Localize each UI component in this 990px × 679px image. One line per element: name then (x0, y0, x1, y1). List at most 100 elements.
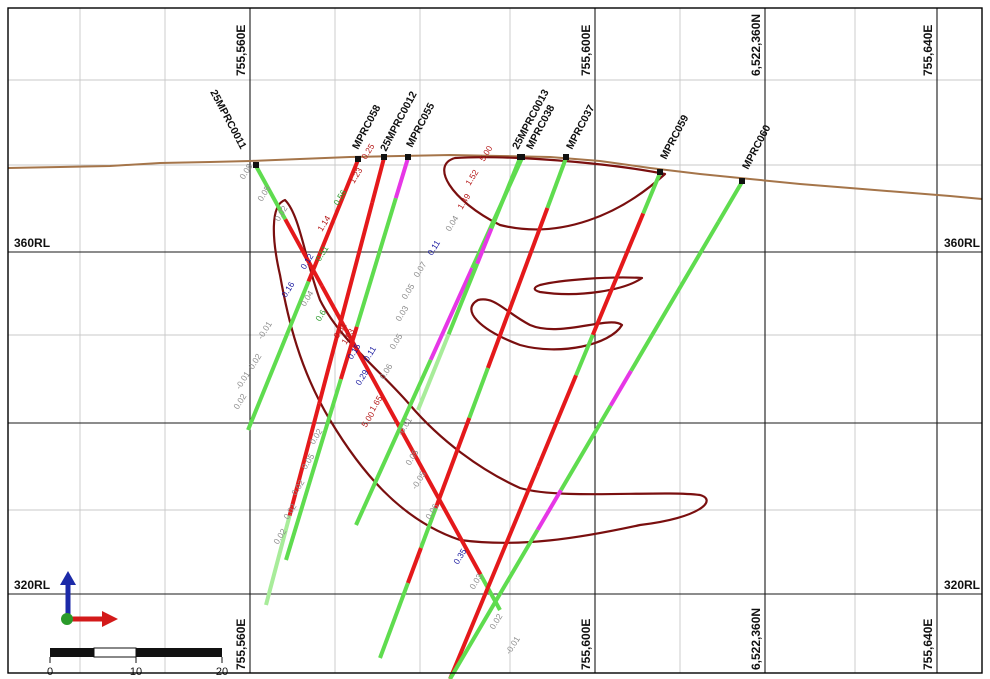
grade-interval (608, 369, 633, 407)
coordinate-grid (8, 8, 982, 673)
grade-interval (478, 573, 502, 611)
assay-value-label: 0.04 (443, 213, 460, 233)
assay-value-label: -0.01 (233, 369, 252, 391)
grade-interval (545, 157, 568, 209)
grade-interval (419, 507, 438, 549)
grade-interval (641, 172, 662, 215)
grade-interval (246, 280, 311, 431)
easting-label-top: 755,640E (921, 25, 935, 76)
topography-surface (7, 153, 983, 200)
assay-value-label: 0.11 (361, 344, 378, 363)
collar-marker (253, 162, 259, 168)
rl-label: 360RL (944, 236, 980, 250)
axis-orientation-indicator (60, 571, 118, 627)
coordinate-labels: 755,560E 755,560E 755,600E 755,600E 6,522,36… (14, 14, 980, 670)
assay-value-label: 0.51 (313, 243, 330, 263)
drillhole-trace (264, 154, 387, 606)
easting-label-bottom: 755,560E (234, 619, 248, 670)
up-arrowhead (60, 571, 76, 585)
map-frame (7, 7, 983, 674)
grade-interval (433, 417, 472, 509)
grade-interval (254, 165, 288, 221)
rl-label: 320RL (944, 578, 980, 592)
grade-interval (284, 378, 343, 561)
assay-value-label: 0.08 (237, 161, 254, 181)
grade-interval (338, 326, 359, 380)
drillhole-trace (416, 154, 523, 411)
assay-value-label: 0.02 (281, 501, 298, 521)
easting-label-bottom: 755,600E (579, 619, 593, 670)
drillhole-trace (246, 156, 361, 431)
grade-interval (370, 157, 386, 204)
grade-interval (283, 218, 324, 287)
easting-label-bottom: 755,640E (921, 619, 935, 670)
rl-label: 360RL (14, 236, 50, 250)
easting-label-top: 755,560E (234, 25, 248, 76)
east-arrowhead (102, 611, 118, 627)
drillhole-trace (448, 178, 745, 679)
grade-interval (354, 197, 398, 328)
grade-interval (448, 528, 540, 679)
grade-interval (342, 159, 360, 194)
drillhole-trace (284, 154, 411, 561)
grade-interval (535, 489, 563, 531)
grade-interval (287, 403, 322, 517)
scale-bar-label: 0 (47, 666, 53, 678)
grade-interval (448, 465, 541, 679)
assay-value-label: -0.01 (395, 415, 414, 437)
main-lode-outline (272, 198, 708, 544)
assay-value-label: 0.03 (393, 303, 410, 323)
grade-interval (416, 333, 451, 411)
drillhole-label: MPRC059 (658, 113, 691, 162)
grade-interval (406, 547, 423, 584)
collar-marker (381, 154, 387, 160)
scale-segment (50, 648, 94, 657)
collar-marker (563, 154, 569, 160)
grade-interval (489, 157, 522, 230)
assay-value-label: -0.01 (503, 634, 522, 656)
grade-interval (629, 220, 721, 372)
assay-value-label: 0.07 (411, 259, 428, 279)
grade-interval (306, 191, 347, 283)
rl-label: 320RL (14, 578, 50, 592)
grade-interval (590, 212, 646, 336)
assay-value-label: 1.52 (463, 167, 480, 187)
grade-interval (559, 404, 613, 492)
collar-marker (739, 178, 745, 184)
drillhole-trace (378, 154, 569, 659)
assay-value-label: 0.04 (298, 288, 315, 308)
scale-bar-label: 10 (130, 666, 142, 678)
grade-interval (378, 582, 410, 659)
assay-value-label: 0.02 (246, 351, 263, 371)
assay-value-label: 0.02 (231, 391, 248, 411)
middle-lode-outline (533, 276, 644, 296)
drillhole-label: 25MPRC0011 (207, 88, 248, 151)
origin-marker (61, 613, 73, 625)
easting-label-top: 755,600E (579, 25, 593, 76)
drillhole-label: MPRC060 (740, 123, 773, 172)
drillhole-label: MPRC037 (564, 103, 597, 152)
grade-interval (536, 374, 578, 468)
scale-bar: 0 10 20 (47, 647, 228, 678)
scale-bar-label: 20 (216, 666, 228, 678)
grade-interval (716, 180, 744, 223)
assay-value-label: -0.01 (255, 319, 274, 341)
grade-interval (354, 359, 433, 526)
easting-label-top: 6,522,360N (749, 14, 763, 76)
grade-interval (467, 367, 490, 419)
drillhole-trace (253, 162, 502, 611)
grade-interval (393, 157, 410, 199)
grade-interval (264, 515, 292, 606)
assay-value-label: 0.06 (377, 361, 394, 381)
scale-segment (93, 647, 137, 658)
assay-value-label: 5.00 (477, 143, 494, 163)
collar-marker (657, 169, 663, 175)
grade-interval (428, 267, 475, 361)
collar-marker (405, 154, 411, 160)
drillhole-trace (448, 169, 663, 679)
grade-interval (574, 334, 595, 377)
assay-value-label: 0.11 (425, 238, 442, 257)
grade-interval (317, 202, 375, 405)
grade-interval (320, 284, 483, 576)
